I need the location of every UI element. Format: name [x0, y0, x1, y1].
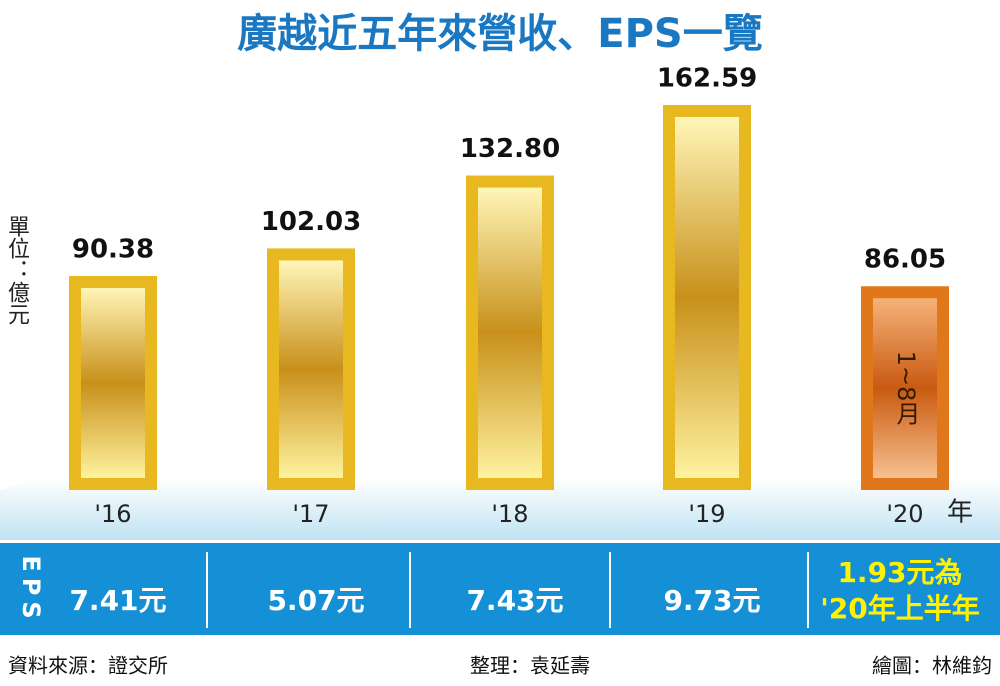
x-tick-label: '19 [688, 500, 725, 528]
eps-value: 7.41元 [69, 584, 166, 617]
value-label: 162.59 [657, 64, 757, 94]
footer-editor: 整理：袁延壽 [470, 654, 590, 678]
eps-value: 1.93元為 [837, 556, 962, 589]
floor-band [0, 478, 1000, 540]
eps-value: 5.07元 [267, 584, 364, 617]
eps-value: 9.73元 [663, 584, 760, 617]
eps-note: '20年上半年 [820, 592, 980, 625]
x-tick-label: '16 [94, 500, 131, 528]
bar-inner [478, 187, 542, 478]
footer-artist: 繪圖：林維鈞 [872, 654, 992, 678]
y-axis-label: 單位：億元 [4, 215, 30, 325]
eps-label: EPS [17, 555, 45, 624]
x-tick-label: '18 [491, 500, 528, 528]
eps-value: 7.43元 [466, 584, 563, 617]
bar-inner [81, 287, 145, 478]
x-unit: 年 [947, 498, 973, 528]
footer-source: 資料來源：證交所 [8, 654, 168, 678]
x-tick-label: '20 [886, 500, 923, 528]
bar-inner [675, 117, 739, 478]
eps-row [0, 543, 1000, 635]
bar-inner [873, 298, 937, 478]
value-label: 102.03 [261, 207, 361, 237]
bar-note: 1~8月 [892, 351, 920, 426]
value-label: 132.80 [460, 134, 560, 164]
bar-inner [279, 260, 343, 478]
chart-title: 廣越近五年來營收、EPS一覽 [237, 11, 762, 57]
value-label: 86.05 [864, 245, 946, 275]
value-label: 90.38 [72, 234, 154, 264]
x-tick-label: '17 [292, 500, 329, 528]
